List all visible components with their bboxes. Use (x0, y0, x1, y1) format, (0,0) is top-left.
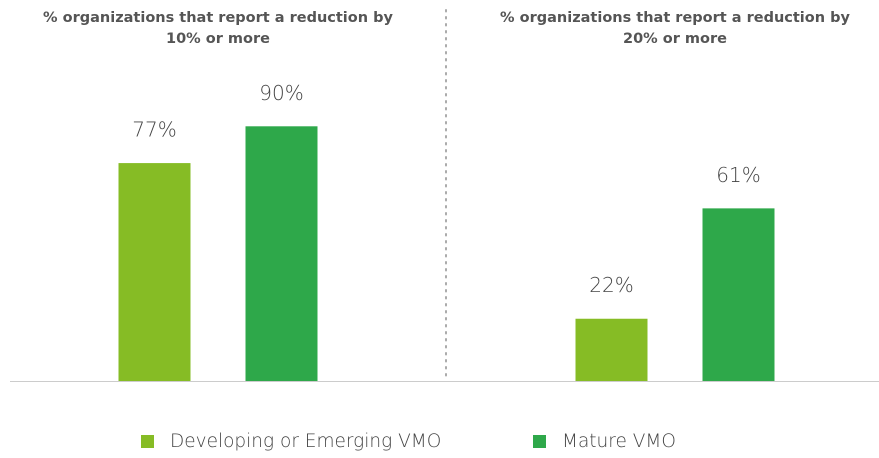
value-label: 90% (259, 81, 303, 105)
bar (575, 318, 648, 381)
value-label: 77% (132, 118, 176, 142)
legend-swatch (141, 435, 154, 448)
legend-swatch (533, 435, 546, 448)
bar (245, 126, 318, 381)
value-label: 22% (589, 273, 633, 297)
legend-label: Developing or Emerging VMO (170, 431, 441, 452)
value-label: 61% (716, 163, 760, 187)
panel-title: % organizations that report a reduction … (500, 10, 850, 47)
bar (702, 208, 775, 381)
panel-title: % organizations that report a reduction … (43, 10, 393, 47)
bar (118, 163, 191, 381)
legend-label: Mature VMO (562, 431, 676, 452)
